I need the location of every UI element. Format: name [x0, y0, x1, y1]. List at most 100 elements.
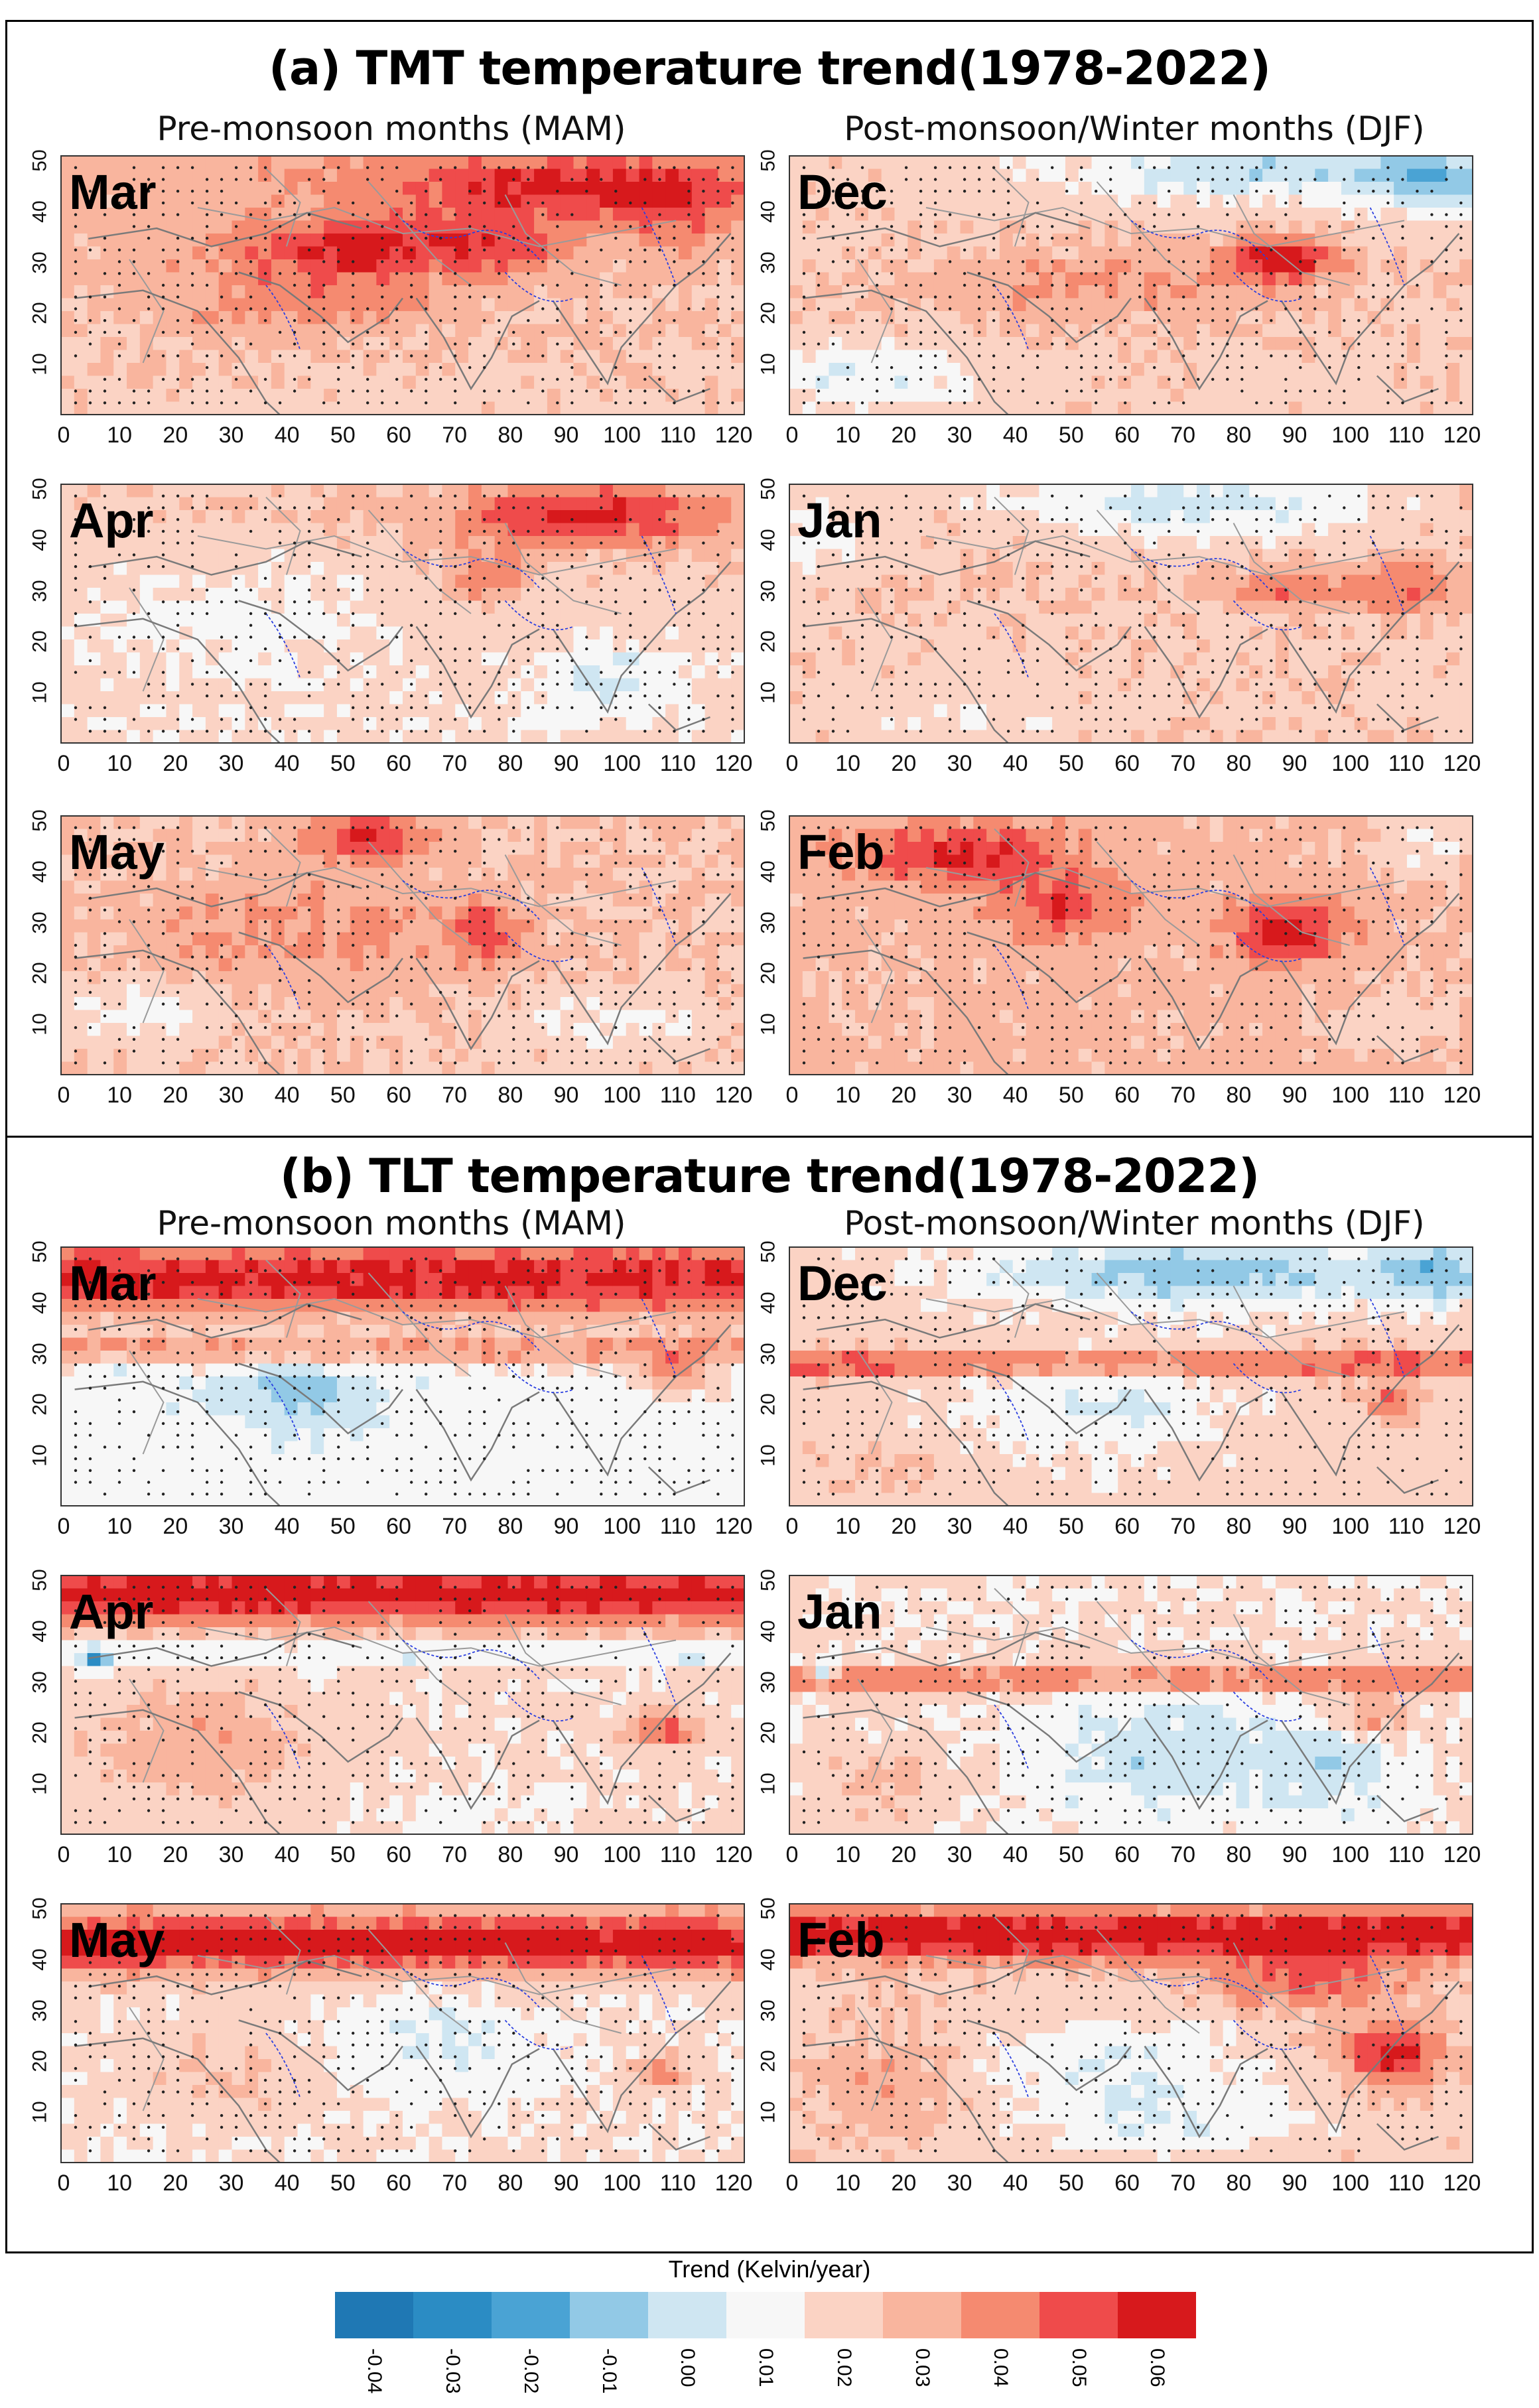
- significance-dot: [512, 248, 515, 251]
- significance-dot: [585, 647, 588, 651]
- significance-dot: [381, 600, 384, 604]
- trend-cell: [933, 194, 948, 208]
- significance-dot: [716, 401, 720, 405]
- significance-dot: [658, 694, 661, 698]
- trend-cell: [1144, 401, 1158, 415]
- significance-dot: [716, 225, 720, 228]
- trend-cell: [1341, 311, 1355, 325]
- significance-dot: [904, 283, 908, 287]
- trend-cell: [192, 549, 206, 563]
- significance-dot: [352, 295, 355, 299]
- significance-dot: [585, 319, 588, 322]
- significance-dot: [1153, 283, 1156, 287]
- y-tick-label: 40: [29, 200, 51, 223]
- significance-dot: [1445, 366, 1448, 369]
- significance-dot: [381, 166, 384, 169]
- significance-dot: [1065, 213, 1069, 216]
- significance-dot: [1459, 248, 1463, 251]
- trend-cell: [245, 285, 259, 299]
- significance-dot: [643, 248, 647, 251]
- significance-dot: [190, 389, 194, 393]
- trend-cell: [481, 350, 496, 364]
- trend-cell: [350, 626, 364, 640]
- trend-cell: [1406, 363, 1421, 377]
- significance-dot: [1080, 389, 1083, 393]
- trend-cell: [1367, 324, 1381, 338]
- trend-cell: [1354, 298, 1369, 312]
- significance-dot: [1095, 190, 1098, 193]
- significance-dot: [846, 178, 850, 181]
- trend-cell: [1052, 401, 1066, 415]
- significance-dot: [88, 401, 92, 405]
- trend-cell: [166, 182, 180, 196]
- trend-cell: [218, 311, 233, 325]
- trend-cell: [310, 298, 324, 312]
- trend-cell: [481, 246, 496, 260]
- trend-cell: [1012, 208, 1027, 222]
- significance-dot: [585, 553, 588, 557]
- trend-cell: [271, 272, 285, 286]
- significance-dot: [1299, 295, 1302, 299]
- significance-dot: [352, 694, 355, 698]
- trend-cell: [704, 691, 718, 705]
- trend-cell: [127, 678, 141, 692]
- trend-cell: [179, 614, 193, 628]
- significance-dot: [454, 401, 457, 405]
- trend-cell: [665, 246, 679, 260]
- significance-dot: [249, 166, 253, 169]
- trend-cell: [731, 588, 745, 602]
- trend-cell: [324, 246, 338, 260]
- trend-cell: [573, 523, 587, 537]
- river-line: [505, 601, 574, 630]
- trend-cell: [612, 730, 627, 744]
- trend-cell: [245, 639, 259, 653]
- trend-cell: [1262, 194, 1276, 208]
- significance-dot: [161, 330, 165, 334]
- significance-dot: [293, 319, 297, 322]
- significance-dot: [1343, 354, 1346, 358]
- significance-dot: [1080, 354, 1083, 358]
- trend-cell: [678, 401, 693, 415]
- significance-dot: [904, 342, 908, 346]
- significance-dot: [643, 600, 647, 604]
- significance-dot: [977, 213, 981, 216]
- trend-cell: [789, 337, 803, 351]
- trend-cell: [678, 220, 693, 234]
- trend-cell: [704, 497, 718, 511]
- trend-cell: [113, 156, 127, 170]
- significance-dot: [1109, 178, 1112, 181]
- trend-cell: [1433, 497, 1447, 511]
- trend-cell: [284, 272, 299, 286]
- significance-dot: [1095, 389, 1098, 393]
- trend-cell: [153, 363, 167, 377]
- trend-cell: [218, 363, 233, 377]
- trend-cell: [429, 168, 443, 182]
- significance-dot: [1036, 225, 1039, 228]
- significance-dot: [1445, 272, 1448, 275]
- trend-cell: [1367, 272, 1381, 286]
- trend-cell: [481, 182, 496, 196]
- significance-dot: [541, 330, 545, 334]
- trend-cell: [100, 574, 114, 588]
- trend-cell: [139, 363, 154, 377]
- trend-cell: [271, 652, 285, 666]
- significance-dot: [673, 283, 676, 287]
- significance-dot: [307, 295, 311, 299]
- trend-cell: [350, 337, 364, 351]
- trend-cell: [1302, 182, 1315, 196]
- significance-dot: [161, 190, 165, 193]
- trend-cell: [815, 234, 830, 247]
- significance-dot: [176, 330, 180, 334]
- significance-dot: [948, 330, 952, 334]
- significance-dot: [337, 553, 340, 557]
- trend-cell: [350, 168, 364, 182]
- trend-cell: [494, 324, 509, 338]
- trend-cell: [665, 691, 679, 705]
- trend-cell: [324, 350, 338, 364]
- trend-cell: [87, 639, 101, 653]
- trend-cell: [179, 168, 193, 182]
- trend-cell: [704, 168, 718, 182]
- trend-cell: [232, 639, 245, 653]
- trend-cell: [74, 665, 88, 679]
- significance-dot: [512, 600, 515, 604]
